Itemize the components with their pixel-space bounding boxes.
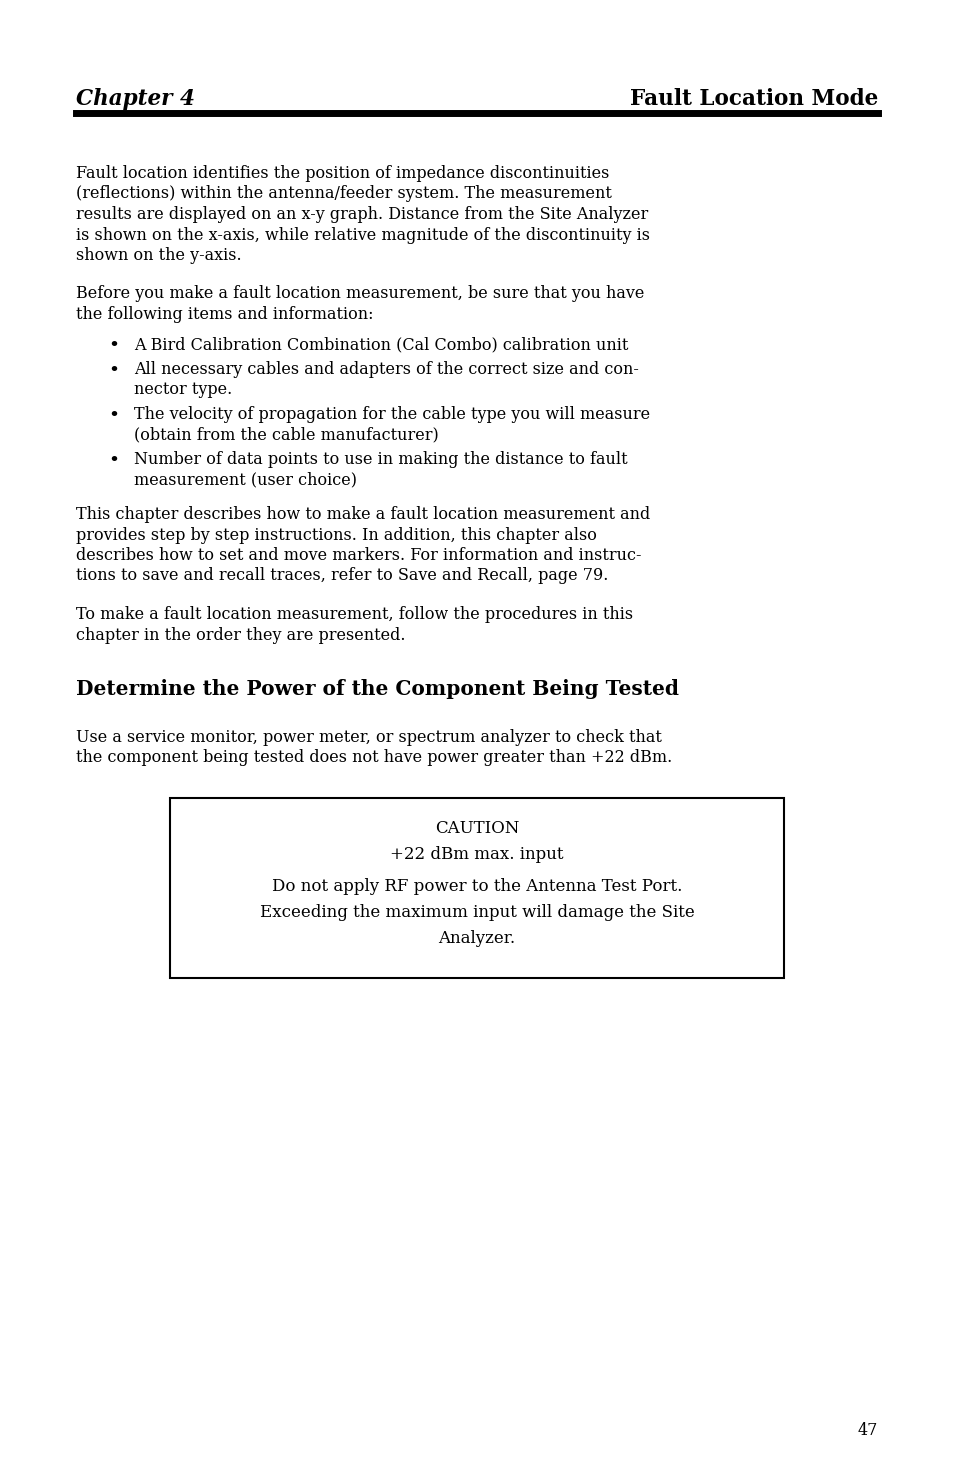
Text: chapter in the order they are presented.: chapter in the order they are presented.: [76, 627, 405, 643]
Text: shown on the y-axis.: shown on the y-axis.: [76, 246, 241, 264]
Text: provides step by step instructions. In addition, this chapter also: provides step by step instructions. In a…: [76, 527, 597, 543]
Text: (obtain from the cable manufacturer): (obtain from the cable manufacturer): [133, 426, 438, 444]
Text: measurement (user choice): measurement (user choice): [133, 472, 356, 488]
Text: the following items and information:: the following items and information:: [76, 305, 374, 323]
Text: •: •: [109, 407, 119, 425]
Text: CAUTION: CAUTION: [435, 820, 518, 836]
Text: results are displayed on an x-y graph. Distance from the Site Analyzer: results are displayed on an x-y graph. D…: [76, 207, 648, 223]
Text: is shown on the x-axis, while relative magnitude of the discontinuity is: is shown on the x-axis, while relative m…: [76, 227, 649, 243]
Text: Chapter 4: Chapter 4: [76, 88, 194, 111]
Text: A Bird Calibration Combination (Cal Combo) calibration unit: A Bird Calibration Combination (Cal Comb…: [133, 336, 628, 354]
Text: This chapter describes how to make a fault location measurement and: This chapter describes how to make a fau…: [76, 506, 650, 524]
Text: The velocity of propagation for the cable type you will measure: The velocity of propagation for the cabl…: [133, 406, 649, 423]
Text: All necessary cables and adapters of the correct size and con-: All necessary cables and adapters of the…: [133, 361, 639, 378]
Text: +22 dBm max. input: +22 dBm max. input: [390, 847, 563, 863]
Text: nector type.: nector type.: [133, 382, 232, 398]
Text: •: •: [109, 451, 119, 471]
Text: tions to save and recall traces, refer to Save and Recall, page 79.: tions to save and recall traces, refer t…: [76, 568, 608, 584]
Text: Do not apply RF power to the Antenna Test Port.: Do not apply RF power to the Antenna Tes…: [272, 878, 681, 895]
Text: •: •: [109, 361, 119, 381]
Text: the component being tested does not have power greater than +22 dBm.: the component being tested does not have…: [76, 749, 672, 767]
Text: •: •: [109, 338, 119, 355]
Text: describes how to set and move markers. For information and instruc-: describes how to set and move markers. F…: [76, 547, 640, 563]
Bar: [170, 798, 783, 978]
Text: Number of data points to use in making the distance to fault: Number of data points to use in making t…: [133, 451, 627, 468]
Text: To make a fault location measurement, follow the procedures in this: To make a fault location measurement, fo…: [76, 606, 633, 622]
Text: Determine the Power of the Component Being Tested: Determine the Power of the Component Bei…: [76, 678, 679, 699]
Text: Exceeding the maximum input will damage the Site: Exceeding the maximum input will damage …: [259, 904, 694, 920]
Text: Analyzer.: Analyzer.: [438, 931, 515, 947]
Text: Fault location identifies the position of impedance discontinuities: Fault location identifies the position o…: [76, 165, 609, 181]
Text: 47: 47: [857, 1422, 877, 1440]
Text: (reflections) within the antenna/feeder system. The measurement: (reflections) within the antenna/feeder …: [76, 186, 611, 202]
Text: Before you make a fault location measurement, be sure that you have: Before you make a fault location measure…: [76, 286, 643, 302]
Text: Use a service monitor, power meter, or spectrum analyzer to check that: Use a service monitor, power meter, or s…: [76, 729, 661, 746]
Text: Fault Location Mode: Fault Location Mode: [629, 88, 877, 111]
